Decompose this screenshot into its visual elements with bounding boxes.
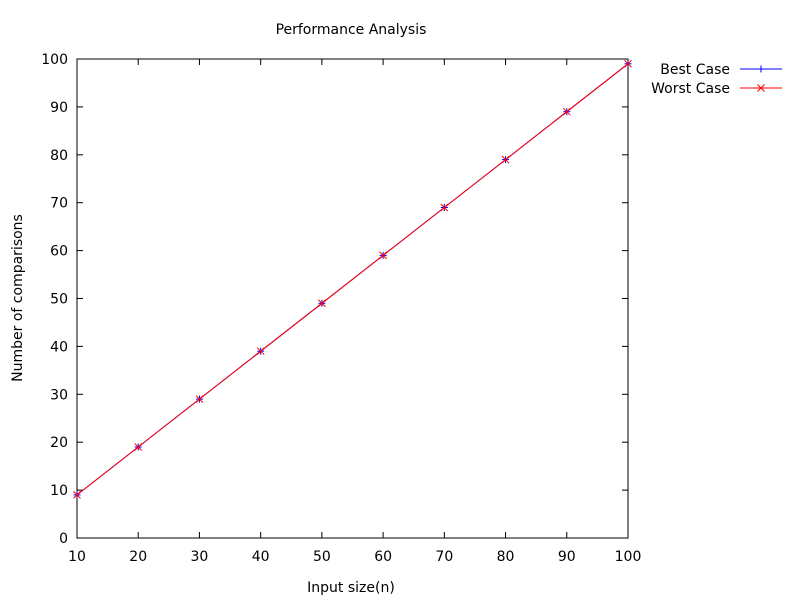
series-layer <box>73 59 632 499</box>
legend-marker <box>757 65 765 73</box>
y-tick-label: 40 <box>50 339 68 355</box>
y-tick-label: 80 <box>50 148 68 164</box>
data-point <box>624 59 632 68</box>
x-tick-label: 90 <box>558 549 576 565</box>
y-tick-label: 60 <box>50 244 68 260</box>
y-axis-label: Number of comparisons <box>10 214 26 382</box>
data-point <box>195 395 204 403</box>
y-tick-label: 100 <box>41 52 68 68</box>
x-tick-label: 30 <box>191 549 209 565</box>
x-tick-label: 70 <box>435 549 453 565</box>
x-tick-label: 100 <box>615 549 642 565</box>
data-point <box>318 299 326 308</box>
data-point <box>562 107 571 116</box>
y-tick-label: 20 <box>50 435 68 451</box>
legend-label: Worst Case <box>651 81 730 97</box>
data-point <box>379 251 387 260</box>
x-axis-label: Input size(n) <box>307 580 395 596</box>
plot-area-frame <box>76 58 629 539</box>
data-point <box>440 203 449 212</box>
x-tick-label: 40 <box>252 549 270 565</box>
x-tick-label: 10 <box>68 549 86 565</box>
legend-marker <box>757 84 765 92</box>
x-tick-label: 50 <box>313 549 331 565</box>
legend-label: Best Case <box>660 62 730 78</box>
data-point <box>256 347 265 356</box>
data-point <box>73 491 81 499</box>
legend: Best Case Worst Case <box>651 62 782 97</box>
x-tick-label: 60 <box>374 549 392 565</box>
y-tick-label: 50 <box>50 292 68 308</box>
x-tick-label: 20 <box>129 549 147 565</box>
y-tick-label: 10 <box>50 483 68 499</box>
y-tick-label: 30 <box>50 387 68 403</box>
chart-title: Performance Analysis <box>276 22 427 38</box>
series-line-1 <box>76 63 629 496</box>
data-point <box>134 443 143 451</box>
y-tick-label: 90 <box>50 100 68 116</box>
y-tick-label: 70 <box>50 196 68 212</box>
x-tick-label: 80 <box>497 549 515 565</box>
data-point <box>501 155 510 164</box>
x-axis: 10 20 30 40 50 60 70 80 90 100 <box>68 59 641 565</box>
y-tick-label: 0 <box>59 531 68 547</box>
y-axis: 0 10 20 30 40 50 60 70 80 90 100 <box>41 52 628 547</box>
